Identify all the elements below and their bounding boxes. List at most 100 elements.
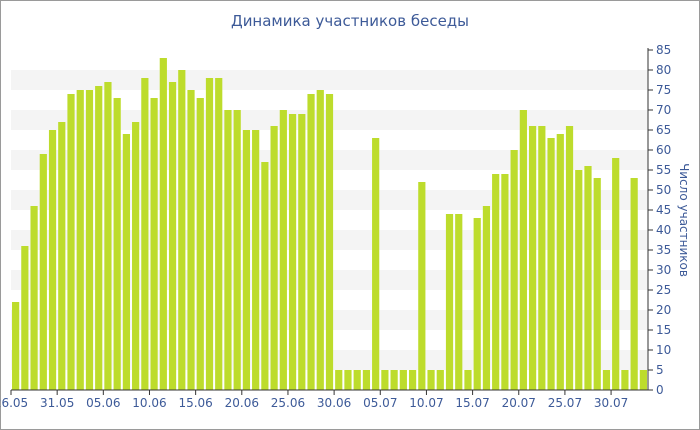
bar-5 xyxy=(58,122,66,390)
x-tick-label-7: 30.06 xyxy=(317,396,351,410)
x-tick-label-5: 20.06 xyxy=(225,396,259,410)
bar-30 xyxy=(288,114,297,390)
bar-62 xyxy=(584,166,592,390)
bar-25 xyxy=(242,130,251,390)
bar-1 xyxy=(21,246,29,390)
y-tick-label-85: 85 xyxy=(656,43,671,57)
y-tick-label-45: 45 xyxy=(656,203,671,217)
bar-60 xyxy=(565,126,574,390)
x-tick-label-13: 30.07 xyxy=(594,396,628,410)
bar-66 xyxy=(621,370,629,390)
bar-64 xyxy=(602,370,611,390)
bar-10 xyxy=(104,82,112,390)
y-tick-label-25: 25 xyxy=(656,283,671,297)
y-axis-label: Число участников xyxy=(677,163,691,277)
bar-37 xyxy=(353,370,361,390)
x-tick-label-8: 05.07 xyxy=(363,396,397,410)
bar-28 xyxy=(270,126,278,390)
bar-35 xyxy=(335,370,343,390)
bar-17 xyxy=(168,82,177,390)
bar-27 xyxy=(261,162,269,390)
y-tick-label-10: 10 xyxy=(656,343,671,357)
y-tick-label-15: 15 xyxy=(656,323,671,337)
bar-20 xyxy=(196,98,204,390)
bar-7 xyxy=(76,90,84,390)
bar-43 xyxy=(408,370,417,390)
y-tick-label-0: 0 xyxy=(656,383,664,397)
bar-39 xyxy=(372,138,380,390)
bar-58 xyxy=(547,138,555,390)
bar-42 xyxy=(399,370,407,390)
bar-4 xyxy=(48,130,57,390)
x-tick-label-10: 15.07 xyxy=(455,396,489,410)
y-tick-label-80: 80 xyxy=(656,63,671,77)
bar-36 xyxy=(344,370,352,390)
x-tick-label-0: 26.05 xyxy=(0,396,28,410)
y-tick-label-40: 40 xyxy=(656,223,671,237)
bar-65 xyxy=(612,158,620,390)
bar-40 xyxy=(381,370,389,390)
bar-52 xyxy=(492,174,500,390)
y-tick-label-70: 70 xyxy=(656,103,671,117)
bar-50 xyxy=(473,218,481,390)
y-tick-label-65: 65 xyxy=(656,123,671,137)
bar-12 xyxy=(122,134,130,390)
x-tick-label-1: 31.05 xyxy=(40,396,74,410)
bar-57 xyxy=(538,126,546,390)
bar-29 xyxy=(279,110,287,390)
bar-67 xyxy=(630,178,638,390)
bar-48 xyxy=(455,214,463,390)
bar-18 xyxy=(178,70,186,390)
bar-9 xyxy=(95,86,103,390)
y-tick-label-75: 75 xyxy=(656,83,671,97)
bar-8 xyxy=(85,90,94,390)
bar-21 xyxy=(205,78,214,390)
bar-23 xyxy=(224,110,232,390)
y-tick-label-35: 35 xyxy=(656,243,671,257)
bar-19 xyxy=(187,90,195,390)
bar-16 xyxy=(159,58,167,390)
bar-3 xyxy=(39,154,47,390)
bar-24 xyxy=(233,110,241,390)
bar-51 xyxy=(482,206,491,390)
bar-22 xyxy=(215,78,223,390)
bar-6 xyxy=(67,94,75,390)
bar-55 xyxy=(519,110,527,390)
bar-59 xyxy=(556,134,564,390)
bar-63 xyxy=(593,178,601,390)
bar-15 xyxy=(150,98,158,390)
bar-61 xyxy=(575,170,583,390)
bar-44 xyxy=(418,182,426,390)
bar-46 xyxy=(436,370,444,390)
x-tick-label-4: 15.06 xyxy=(178,396,212,410)
y-tick-label-30: 30 xyxy=(656,263,671,277)
bar-14 xyxy=(141,78,149,390)
bar-2 xyxy=(30,206,38,390)
bar-45 xyxy=(427,370,435,390)
bar-54 xyxy=(510,150,518,390)
bar-38 xyxy=(362,370,371,390)
bar-34 xyxy=(325,94,334,390)
bar-31 xyxy=(298,114,306,390)
bar-68 xyxy=(639,370,647,390)
y-tick-label-20: 20 xyxy=(656,303,671,317)
x-tick-label-9: 10.07 xyxy=(409,396,443,410)
y-tick-label-50: 50 xyxy=(656,183,671,197)
bar-47 xyxy=(445,214,454,390)
bar-49 xyxy=(464,370,472,390)
y-tick-label-60: 60 xyxy=(656,143,671,157)
y-tick-label-55: 55 xyxy=(656,163,671,177)
x-tick-label-11: 20.07 xyxy=(502,396,536,410)
x-tick-label-6: 25.06 xyxy=(271,396,305,410)
bar-26 xyxy=(252,130,260,390)
bar-33 xyxy=(316,90,324,390)
bar-32 xyxy=(307,94,315,390)
bar-53 xyxy=(501,174,509,390)
y-tick-label-5: 5 xyxy=(656,363,664,377)
x-tick-label-12: 25.07 xyxy=(548,396,582,410)
bar-11 xyxy=(113,98,121,390)
x-tick-label-3: 10.06 xyxy=(132,396,166,410)
bar-0 xyxy=(12,302,20,390)
bar-13 xyxy=(132,122,140,390)
